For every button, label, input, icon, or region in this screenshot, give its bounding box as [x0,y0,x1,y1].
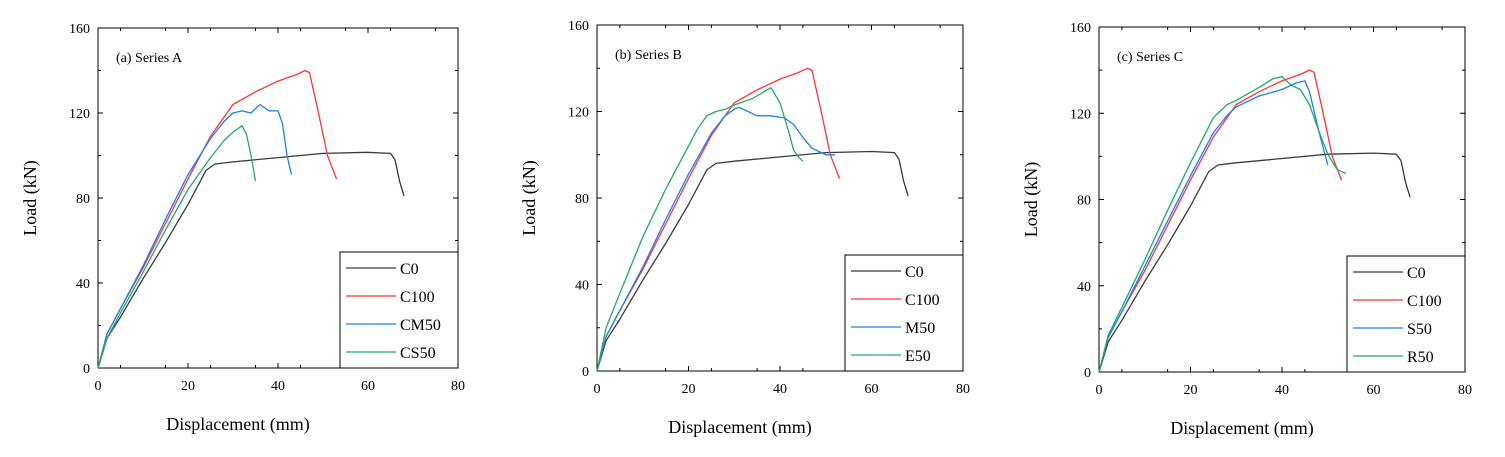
series-line-e50 [596,87,804,372]
y-tick-label: 120 [69,107,90,122]
series-line-c0 [97,151,405,369]
x-tick-label: 0 [95,379,102,394]
legend-box [844,254,964,372]
series-line-cm50 [97,103,293,369]
legend-label: CS50 [400,345,436,362]
y-tick-label: 80 [1077,194,1091,209]
x-tick-label: 20 [1184,383,1198,398]
x-tick-label: 80 [451,379,465,394]
legend-label: C100 [400,289,435,306]
y-tick-label: 160 [568,19,589,34]
legend-label: CM50 [400,317,441,334]
x-tick-label: 40 [773,382,787,397]
chart-panel-a: 0 20 40 60 80 0 40 80 120 160 Displacement (mm) Loa… [20,22,465,435]
legend-label: C100 [1407,293,1442,310]
x-tick-label: 0 [1096,383,1103,398]
legend-label: C100 [905,292,940,309]
x-tick-label: 60 [865,382,879,397]
y-tick-label: 160 [69,22,90,37]
panel-label: (a) Series A [116,51,183,66]
x-tick-label: 60 [361,379,375,394]
series-line-m50 [596,106,835,372]
x-tick-label: 20 [181,379,195,394]
y-tick-label: 40 [76,277,90,292]
series-line-r50 [1098,75,1347,373]
x-tick-label: 60 [1367,383,1381,398]
y-tick-label: 40 [575,279,589,294]
y-tick-label: 80 [575,192,589,207]
x-tick-label: 20 [682,382,696,397]
legend-label: R50 [1407,349,1434,366]
y-axis-title: Load (kN) [1021,162,1042,237]
legend-label: E50 [905,348,931,365]
x-tick-label: 80 [956,382,970,397]
x-tick-label: 40 [1275,383,1289,398]
series-line-c100 [1098,69,1343,373]
series-line-c100 [596,67,841,372]
y-tick-label: 80 [76,192,90,207]
y-tick-label: 40 [1077,280,1091,295]
legend-label: C0 [400,261,419,278]
chart-panel-b: 0 20 40 60 80 0 40 80 120 160 Displacement (mm) Loa… [519,19,970,438]
y-axis-title: Load (kN) [519,160,540,235]
y-axis-title: Load (kN) [20,160,41,235]
series-line-s50 [1098,80,1329,373]
y-tick-label: 0 [1084,366,1091,381]
x-tick-label: 40 [271,379,285,394]
y-tick-label: 0 [582,365,589,380]
chart-panel-c: 0 20 40 60 80 0 40 80 120 160 Displacement (mm) Loa… [1021,21,1472,439]
legend-label: C0 [905,264,924,281]
series-line-c100 [97,69,338,369]
y-tick-label: 120 [568,106,589,121]
legend-label: M50 [905,320,935,337]
x-tick-label: 80 [1458,383,1472,398]
legend-box [339,251,459,369]
x-tick-label: 0 [594,382,601,397]
y-tick-label: 160 [1070,21,1091,36]
x-axis-title: Displacement (mm) [668,417,811,438]
legend-label: C0 [1407,265,1426,282]
legend-box [1346,255,1466,373]
y-tick-label: 120 [1070,107,1091,122]
x-axis-title: Displacement (mm) [166,414,309,435]
series-line-c0 [596,150,909,372]
legend-label: S50 [1407,321,1432,338]
x-axis-title: Displacement (mm) [1170,418,1313,439]
panel-label: (b) Series B [615,48,682,63]
y-tick-label: 0 [83,362,90,377]
series-line-cs50 [97,125,257,369]
series-line-c0 [1098,152,1411,373]
panel-label: (c) Series C [1117,50,1183,65]
